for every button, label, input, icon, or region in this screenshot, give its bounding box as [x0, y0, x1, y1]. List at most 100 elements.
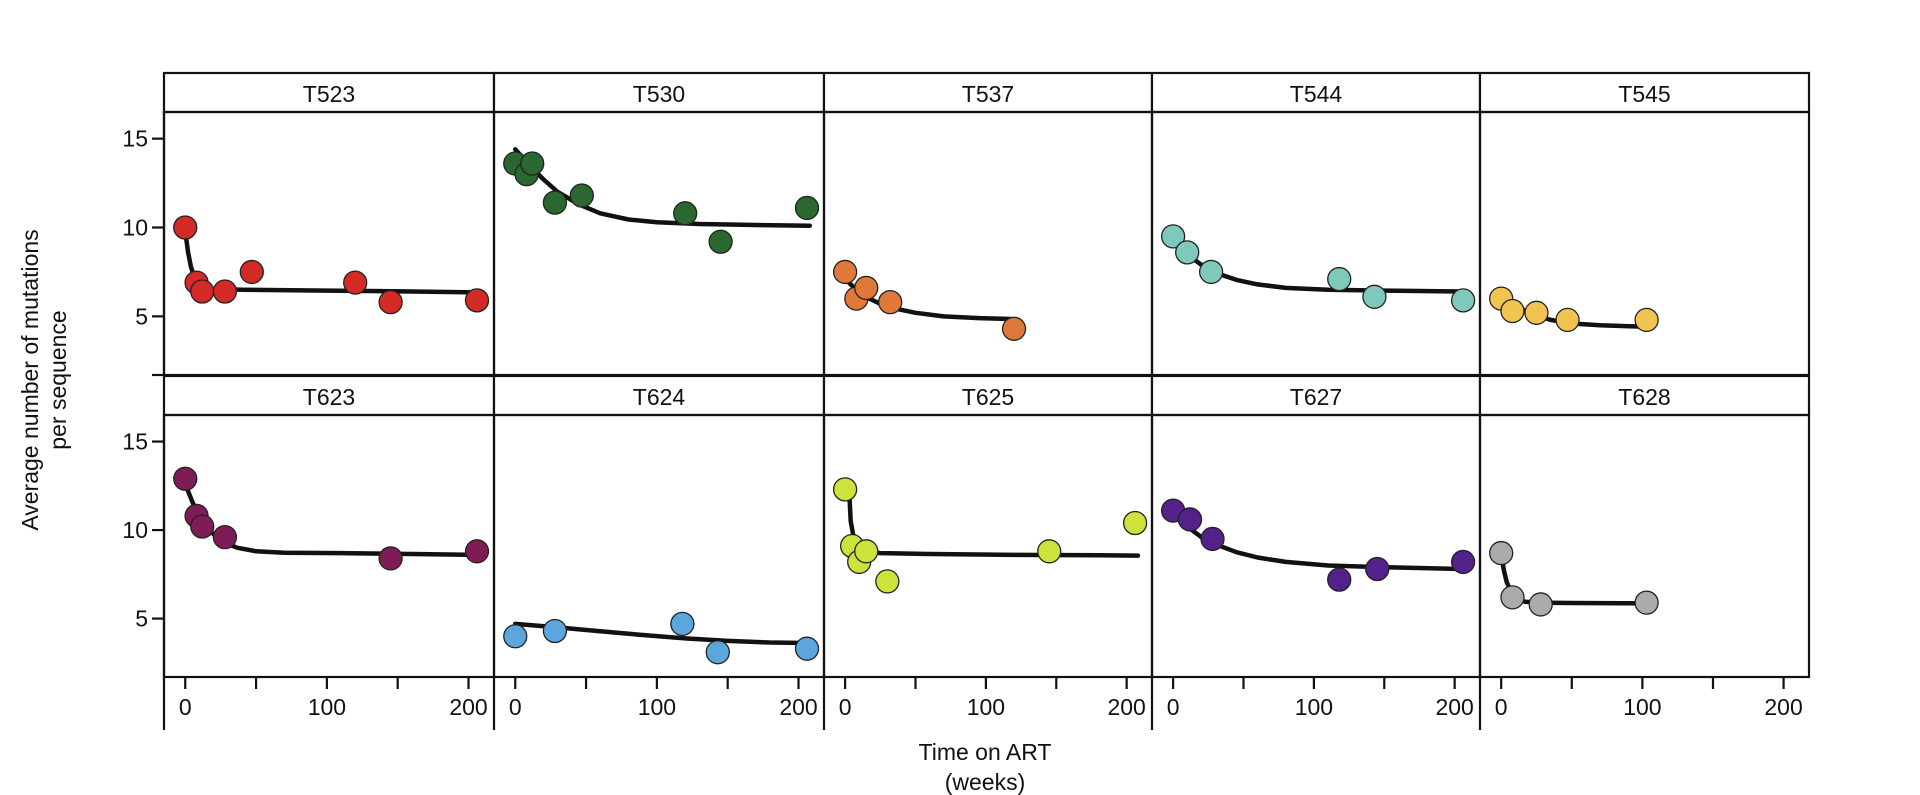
point-T627-3 [1327, 567, 1352, 592]
point-T545-1 [1500, 298, 1525, 324]
panel-label-T523: T523 [303, 81, 355, 107]
y-tick-label-row1-15: 15 [122, 126, 148, 152]
x-tick-label-col5-100: 100 [1623, 694, 1661, 720]
panel-frame-T523 [162, 110, 496, 377]
point-T544-3 [1327, 266, 1352, 292]
panel-frame-T544 [1150, 110, 1482, 377]
point-T544-4 [1362, 284, 1387, 309]
strip-labels: T523 T530 T537 T544 T545 T623 T624 T625 T627 T628 [303, 81, 1671, 410]
panel-frame-T545 [1478, 110, 1811, 377]
panel-frame-T537 [822, 110, 1154, 377]
point-T544-5 [1450, 288, 1476, 313]
point-T627-5 [1450, 549, 1476, 575]
strip-box-T530 [492, 71, 826, 114]
point-T530-6 [708, 229, 733, 254]
data-points [173, 151, 1659, 665]
panel-label-T624: T624 [633, 384, 686, 410]
x-tick-label-col3-100: 100 [967, 694, 1005, 720]
y-tick-label-row2-15: 15 [122, 429, 148, 455]
x-tick-label-col2-200: 200 [779, 694, 817, 720]
x-tick-label-col2-100: 100 [638, 694, 676, 720]
point-T530-2 [520, 151, 545, 176]
point-T545-3 [1555, 307, 1580, 333]
point-T537-4 [1001, 316, 1027, 341]
panel-frame-T623 [162, 413, 496, 679]
x-tick-label-col5-0: 0 [1495, 694, 1508, 720]
panel-frames [162, 71, 1811, 679]
point-T544-0 [1160, 224, 1186, 249]
y-tick-label-row2-5: 5 [135, 606, 148, 632]
x-tick-label-col5-200: 200 [1764, 694, 1802, 720]
axes: 5 10 15 5 10 15 0 100 200 0 100 200 0 100 200 0 100 200 0 1… [122, 112, 1803, 730]
point-T544-1 [1175, 240, 1200, 265]
point-T625-6 [1122, 510, 1148, 536]
point-T624-4 [794, 636, 820, 661]
point-T623-3 [212, 524, 238, 550]
point-T624-2 [670, 611, 695, 637]
point-T623-4 [378, 546, 403, 571]
panel-label-T625: T625 [962, 384, 1014, 410]
panel-label-T545: T545 [1618, 81, 1670, 107]
point-T523-0 [173, 215, 198, 240]
point-T624-1 [542, 618, 568, 644]
point-T624-0 [503, 624, 528, 649]
x-tick-label-col3-200: 200 [1107, 694, 1145, 720]
point-T623-0 [173, 466, 198, 491]
panel-label-T544: T544 [1290, 81, 1343, 107]
panel-label-T537: T537 [962, 81, 1014, 107]
point-T624-3 [705, 640, 730, 665]
point-T623-2 [190, 514, 215, 539]
point-T627-4 [1365, 556, 1390, 582]
x-tick-label-col1-0: 0 [179, 694, 192, 720]
point-T523-5 [343, 270, 368, 295]
point-T530-7 [794, 195, 820, 221]
point-T625-3 [854, 539, 879, 564]
x-tick-label-col4-100: 100 [1295, 694, 1333, 720]
x-tick-label-col4-0: 0 [1167, 694, 1180, 720]
point-T523-3 [212, 279, 238, 304]
y-axis-title-line2: per sequence [45, 310, 71, 449]
point-T537-2 [854, 275, 879, 301]
point-T625-5 [1037, 539, 1062, 564]
point-T523-6 [378, 289, 403, 315]
x-tick-label-col2-0: 0 [509, 694, 522, 720]
fit-curve-T625 [847, 490, 1141, 558]
x-tick-label-col3-0: 0 [839, 694, 852, 720]
x-tick-label-col1-200: 200 [449, 694, 487, 720]
x-axis-title-line2: (weeks) [945, 769, 1026, 795]
point-T623-5 [464, 539, 490, 564]
point-T627-2 [1200, 526, 1225, 552]
point-T625-4 [875, 569, 900, 594]
panel-frame-T530 [492, 110, 826, 377]
panel-label-T623: T623 [303, 384, 355, 410]
point-T627-1 [1177, 507, 1203, 532]
x-axis-title-line1: Time on ART [919, 739, 1052, 765]
point-T530-5 [673, 201, 698, 226]
y-tick-label-row2-10: 10 [122, 517, 148, 543]
point-T523-7 [464, 288, 490, 313]
y-axis-title-line1: Average number of mutations [17, 229, 43, 530]
fit-curve-T627 [1170, 513, 1464, 572]
point-T530-4 [569, 183, 594, 208]
point-T544-2 [1198, 259, 1224, 285]
point-T537-0 [832, 259, 858, 285]
panel-frame-T628 [1478, 413, 1811, 679]
point-T628-1 [1500, 585, 1525, 610]
point-T545-4 [1634, 307, 1659, 333]
point-T530-3 [542, 190, 568, 215]
x-tick-label-col4-200: 200 [1435, 694, 1473, 720]
point-T628-2 [1528, 592, 1553, 617]
point-T537-3 [878, 289, 903, 315]
point-T628-0 [1489, 540, 1514, 566]
strip-box-T625 [822, 374, 1154, 417]
fit-curve-T530 [512, 147, 813, 228]
point-T523-2 [190, 279, 215, 304]
panel-label-T530: T530 [633, 81, 685, 107]
panel-label-T627: T627 [1290, 384, 1342, 410]
panel-frame-T627 [1150, 413, 1482, 679]
point-T628-3 [1634, 590, 1659, 615]
y-tick-label-row1-10: 10 [122, 215, 148, 241]
strip-box-T623 [162, 374, 496, 417]
x-tick-label-col1-100: 100 [308, 694, 346, 720]
